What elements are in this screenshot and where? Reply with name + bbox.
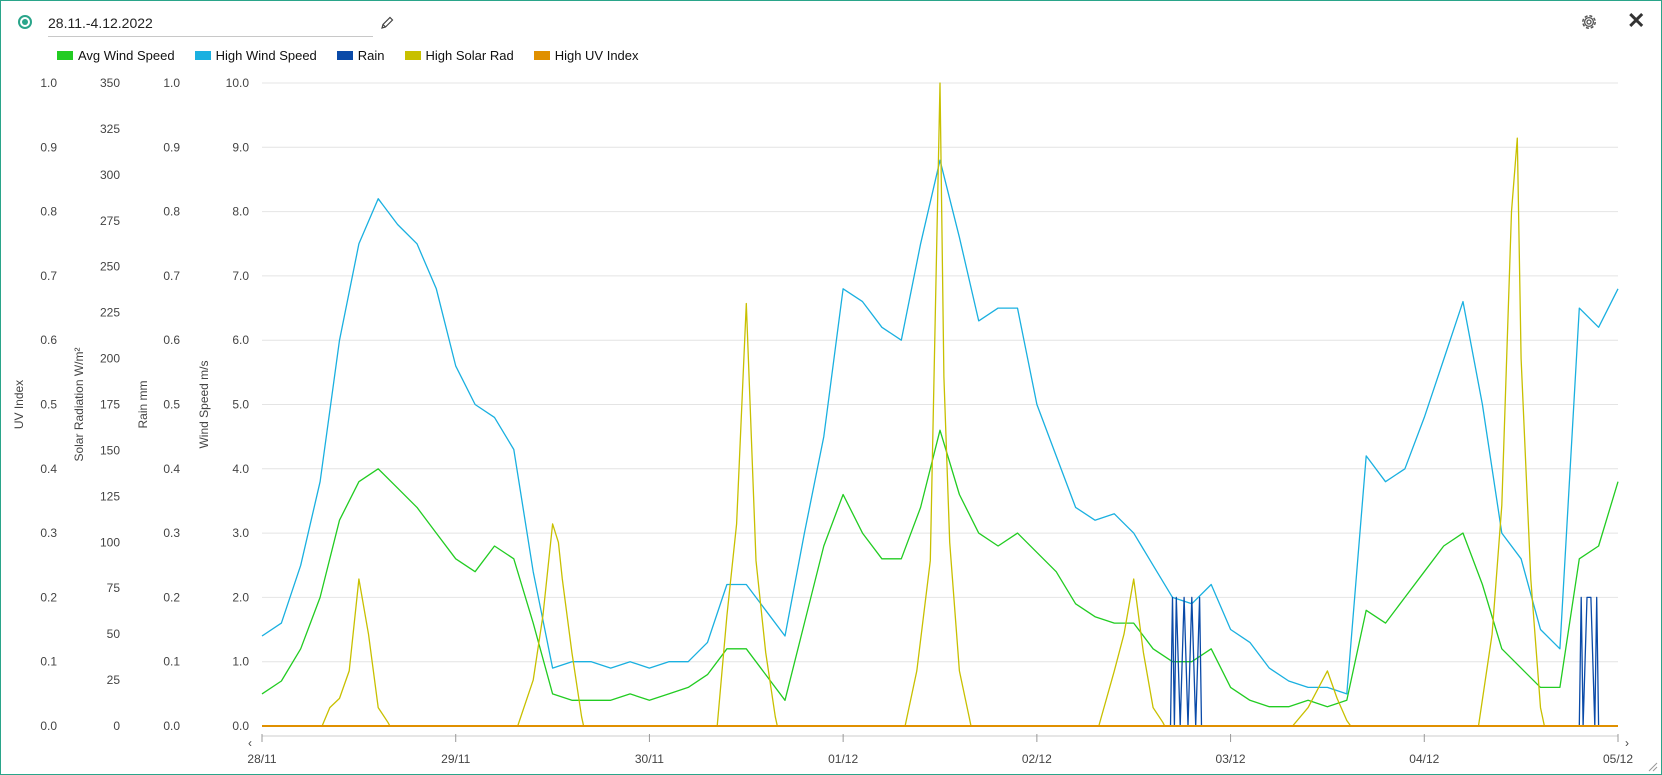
y-tick-label: 2.0: [232, 590, 249, 604]
y-axis-title: Wind Speed m/s: [197, 360, 211, 448]
next-arrow-icon[interactable]: ›: [1625, 736, 1629, 750]
legend-item-high-wind-speed[interactable]: High Wind Speed: [194, 48, 317, 63]
prev-arrow-icon[interactable]: ‹: [248, 736, 252, 750]
y-tick-label: 0.7: [40, 269, 57, 283]
x-tick-label: 28/11: [247, 752, 276, 766]
pencil-icon[interactable]: [379, 15, 395, 31]
y-tick-label: 300: [100, 168, 120, 182]
resize-grip-icon: [1648, 762, 1658, 772]
y-tick-label: 0.4: [40, 462, 57, 476]
x-tick-label: 30/11: [635, 752, 664, 766]
x-tick-label: 05/12: [1603, 752, 1633, 766]
y-tick-label: 0: [113, 719, 120, 733]
y-tick-label: 0.9: [40, 140, 57, 154]
page-title[interactable]: 28.11.-4.12.2022: [48, 13, 373, 37]
legend-swatch: [404, 51, 421, 60]
y-tick-label: 0.8: [40, 205, 57, 219]
y-tick-label: 0.3: [40, 526, 57, 540]
y-tick-label: 100: [100, 535, 120, 549]
y-tick-label: 0.4: [163, 462, 180, 476]
y-tick-label: 3.0: [232, 526, 249, 540]
y-tick-label: 275: [100, 214, 120, 228]
y-tick-label: 0.9: [163, 140, 180, 154]
series-line-high-wind-speed: [261, 159, 1619, 695]
y-tick-label: 150: [100, 443, 120, 457]
legend-item-avg-wind-speed[interactable]: Avg Wind Speed: [57, 48, 175, 63]
y-tick-label: 0.5: [40, 398, 57, 412]
y-axis-title: UV Index: [12, 380, 26, 429]
y-tick-label: 0.5: [163, 398, 180, 412]
y-tick-label: 0.0: [40, 719, 57, 733]
legend-item-high-solar-rad[interactable]: High Solar Rad: [404, 48, 514, 63]
y-tick-label: 0.1: [163, 655, 180, 669]
y-tick-label: 10.0: [226, 76, 250, 90]
legend-label: High Solar Rad: [425, 48, 514, 63]
y-tick-label: 1.0: [163, 76, 180, 90]
y-tick-label: 25: [107, 673, 121, 687]
series-line-avg-wind-speed: [261, 429, 1619, 708]
legend-label: High UV Index: [554, 48, 639, 63]
y-tick-label: 0.0: [232, 719, 249, 733]
x-tick-label: 03/12: [1216, 752, 1246, 766]
y-tick-label: 75: [107, 581, 121, 595]
x-tick-label: 29/11: [441, 752, 470, 766]
y-tick-label: 9.0: [232, 140, 249, 154]
y-tick-label: 0.0: [163, 719, 180, 733]
y-tick-label: 5.0: [232, 398, 249, 412]
y-tick-label: 7.0: [232, 269, 249, 283]
y-tick-label: 350: [100, 76, 120, 90]
y-tick-label: 225: [100, 306, 120, 320]
legend-item-rain[interactable]: Rain: [336, 48, 385, 63]
y-tick-label: 8.0: [232, 205, 249, 219]
y-tick-label: 200: [100, 352, 120, 366]
x-tick-label: 04/12: [1409, 752, 1439, 766]
legend-label: Avg Wind Speed: [78, 48, 175, 63]
y-tick-label: 0.2: [40, 590, 57, 604]
y-tick-label: 175: [100, 398, 120, 412]
legend-swatch: [533, 51, 550, 60]
x-tick-label: 02/12: [1022, 752, 1052, 766]
y-tick-label: 4.0: [232, 462, 249, 476]
y-tick-label: 0.1: [40, 655, 57, 669]
y-tick-label: 50: [107, 627, 121, 641]
y-tick-label: 0.6: [163, 333, 180, 347]
series-line-rain: [262, 596, 1618, 727]
chart-legend: Avg Wind Speed High Wind Speed Rain High So…: [57, 48, 639, 63]
y-tick-label: 0.8: [163, 205, 180, 219]
legend-label: Rain: [357, 48, 385, 63]
y-tick-label: 0.6: [40, 333, 57, 347]
radio-selected-icon[interactable]: [18, 15, 32, 29]
y-tick-label: 6.0: [232, 333, 249, 347]
legend-label: High Wind Speed: [215, 48, 317, 63]
gear-icon[interactable]: [1579, 12, 1599, 32]
y-axis-title: Solar Radiation W/m²: [72, 347, 86, 461]
y-axis-title: Rain mm: [136, 380, 150, 428]
y-tick-label: 250: [100, 260, 120, 274]
y-tick-label: 0.2: [163, 590, 180, 604]
y-tick-label: 125: [100, 489, 120, 503]
y-tick-label: 1.0: [232, 655, 249, 669]
legend-swatch: [57, 51, 73, 60]
close-icon[interactable]: ✕: [1627, 8, 1646, 33]
legend-swatch: [336, 51, 353, 60]
y-tick-label: 1.0: [40, 76, 57, 90]
legend-swatch: [194, 51, 211, 60]
y-tick-label: 325: [100, 122, 120, 136]
y-tick-label: 0.3: [163, 526, 180, 540]
x-tick-label: 01/12: [828, 752, 858, 766]
y-tick-label: 0.7: [163, 269, 180, 283]
legend-item-high-uv-index[interactable]: High UV Index: [533, 48, 639, 63]
